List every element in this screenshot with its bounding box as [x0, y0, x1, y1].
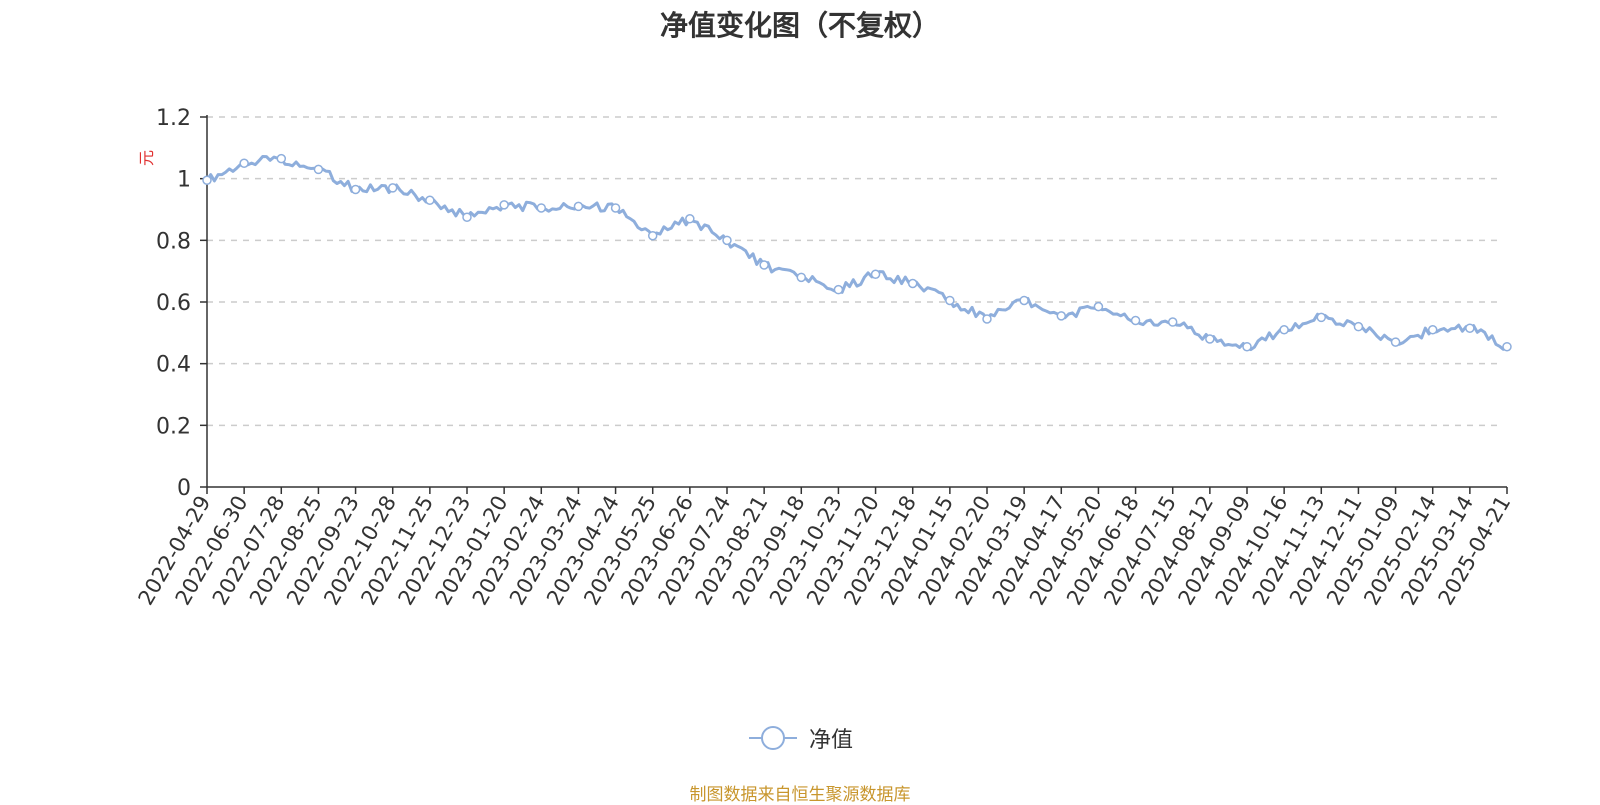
- data-point: [945, 295, 955, 306]
- data-point: [1056, 311, 1067, 321]
- data-point: [202, 175, 212, 185]
- data-point: [350, 184, 361, 195]
- data-point: [536, 203, 547, 213]
- data-point: [313, 164, 324, 175]
- y-tick-label: 1: [177, 168, 191, 193]
- y-tick-label: 0.4: [156, 353, 191, 378]
- data-point: [722, 235, 732, 246]
- y-tick-label: 0.8: [156, 229, 191, 254]
- data-point: [499, 200, 509, 210]
- data-point: [610, 203, 621, 213]
- data-point: [1279, 325, 1289, 335]
- data-point: [907, 278, 918, 289]
- y-axis-unit-label: 元: [137, 150, 156, 166]
- data-point: [573, 201, 584, 212]
- legend[interactable]: 净值: [0, 722, 1600, 754]
- chart-title: 净值变化图（不复权）: [659, 9, 940, 42]
- data-point: [425, 195, 435, 205]
- data-point: [647, 230, 658, 241]
- y-tick-label: 1.2: [156, 106, 191, 131]
- y-tick-label: 0: [177, 476, 191, 501]
- data-point: [387, 183, 398, 193]
- data-point: [1353, 321, 1364, 332]
- data-point: [759, 260, 769, 270]
- data-point: [1390, 337, 1401, 347]
- data-point: [1242, 341, 1252, 352]
- data-point: [276, 153, 287, 164]
- data-point: [796, 272, 807, 283]
- data-point: [1205, 334, 1215, 344]
- data-point: [1130, 315, 1141, 326]
- data-point: [1427, 325, 1438, 335]
- data-point: [685, 214, 695, 224]
- series-line: [205, 155, 1509, 352]
- data-point: [982, 314, 992, 324]
- y-tick-label: 0.2: [156, 414, 191, 439]
- nav-line-chart: 00.20.40.60.811.2元2022-04-292022-06-3020…: [134, 106, 1516, 609]
- data-point: [833, 284, 844, 295]
- legend-line-marker-icon: [748, 726, 797, 750]
- data-point: [1316, 312, 1327, 323]
- data-point: [1465, 323, 1475, 333]
- data-point: [462, 212, 472, 222]
- y-tick-label: 0.6: [156, 291, 191, 316]
- data-point: [1167, 317, 1178, 327]
- data-point: [1093, 301, 1104, 312]
- data-point: [1019, 295, 1029, 306]
- data-point: [239, 158, 249, 168]
- source-note: 制图数据来自恒生聚源数据库: [689, 785, 911, 805]
- data-point: [1502, 341, 1512, 352]
- legend-label: 净值: [808, 728, 853, 753]
- data-point: [870, 269, 881, 279]
